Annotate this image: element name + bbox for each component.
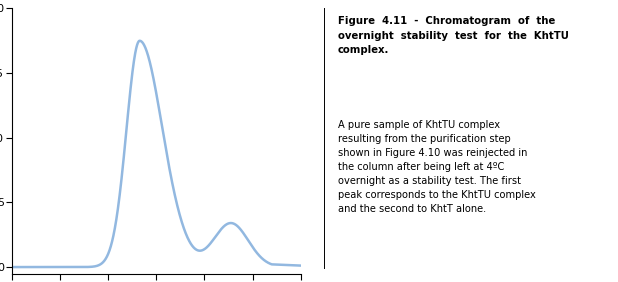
Text: Figure  4.11  -  Chromatogram  of  the
overnight  stability  test  for  the  Kht: Figure 4.11 - Chromatogram of the overni…	[338, 16, 569, 55]
Text: A pure sample of KhtTU complex
resulting from the purification step
shown in Fig: A pure sample of KhtTU complex resulting…	[338, 120, 536, 214]
